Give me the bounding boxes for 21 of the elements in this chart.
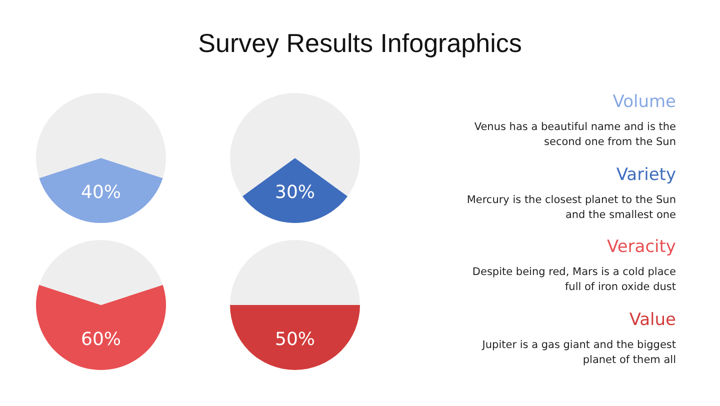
text: Survey Results Infographics (197, 28, 523, 59)
text: Veracity (607, 237, 676, 257)
text: Venus has a beautiful name and is the second one from the Sun (473, 120, 676, 150)
pie-slice (36, 284, 166, 370)
text: Despite being red, Mars is a cold place full of iron oxide dust (471, 265, 676, 295)
data-label: 60% (80, 329, 122, 350)
pie-slice (230, 305, 360, 370)
data-label: 50% (274, 329, 316, 350)
data-label: 40% (80, 182, 122, 203)
data-label: 30% (274, 182, 316, 203)
text: Variety (616, 164, 676, 184)
text: Mercury is the closest planet to the Sun and the smallest one (466, 192, 676, 222)
pie-slice (36, 93, 166, 178)
pie-slice (230, 93, 360, 196)
pie-slice (39, 158, 163, 223)
pie-slice (230, 240, 360, 305)
pie-slice (39, 240, 163, 305)
text: Value (629, 310, 676, 330)
text: Jupiter is a gas giant and the biggest planet of them all (480, 338, 676, 368)
pie-slice (242, 158, 348, 223)
text: Volume (612, 92, 676, 112)
